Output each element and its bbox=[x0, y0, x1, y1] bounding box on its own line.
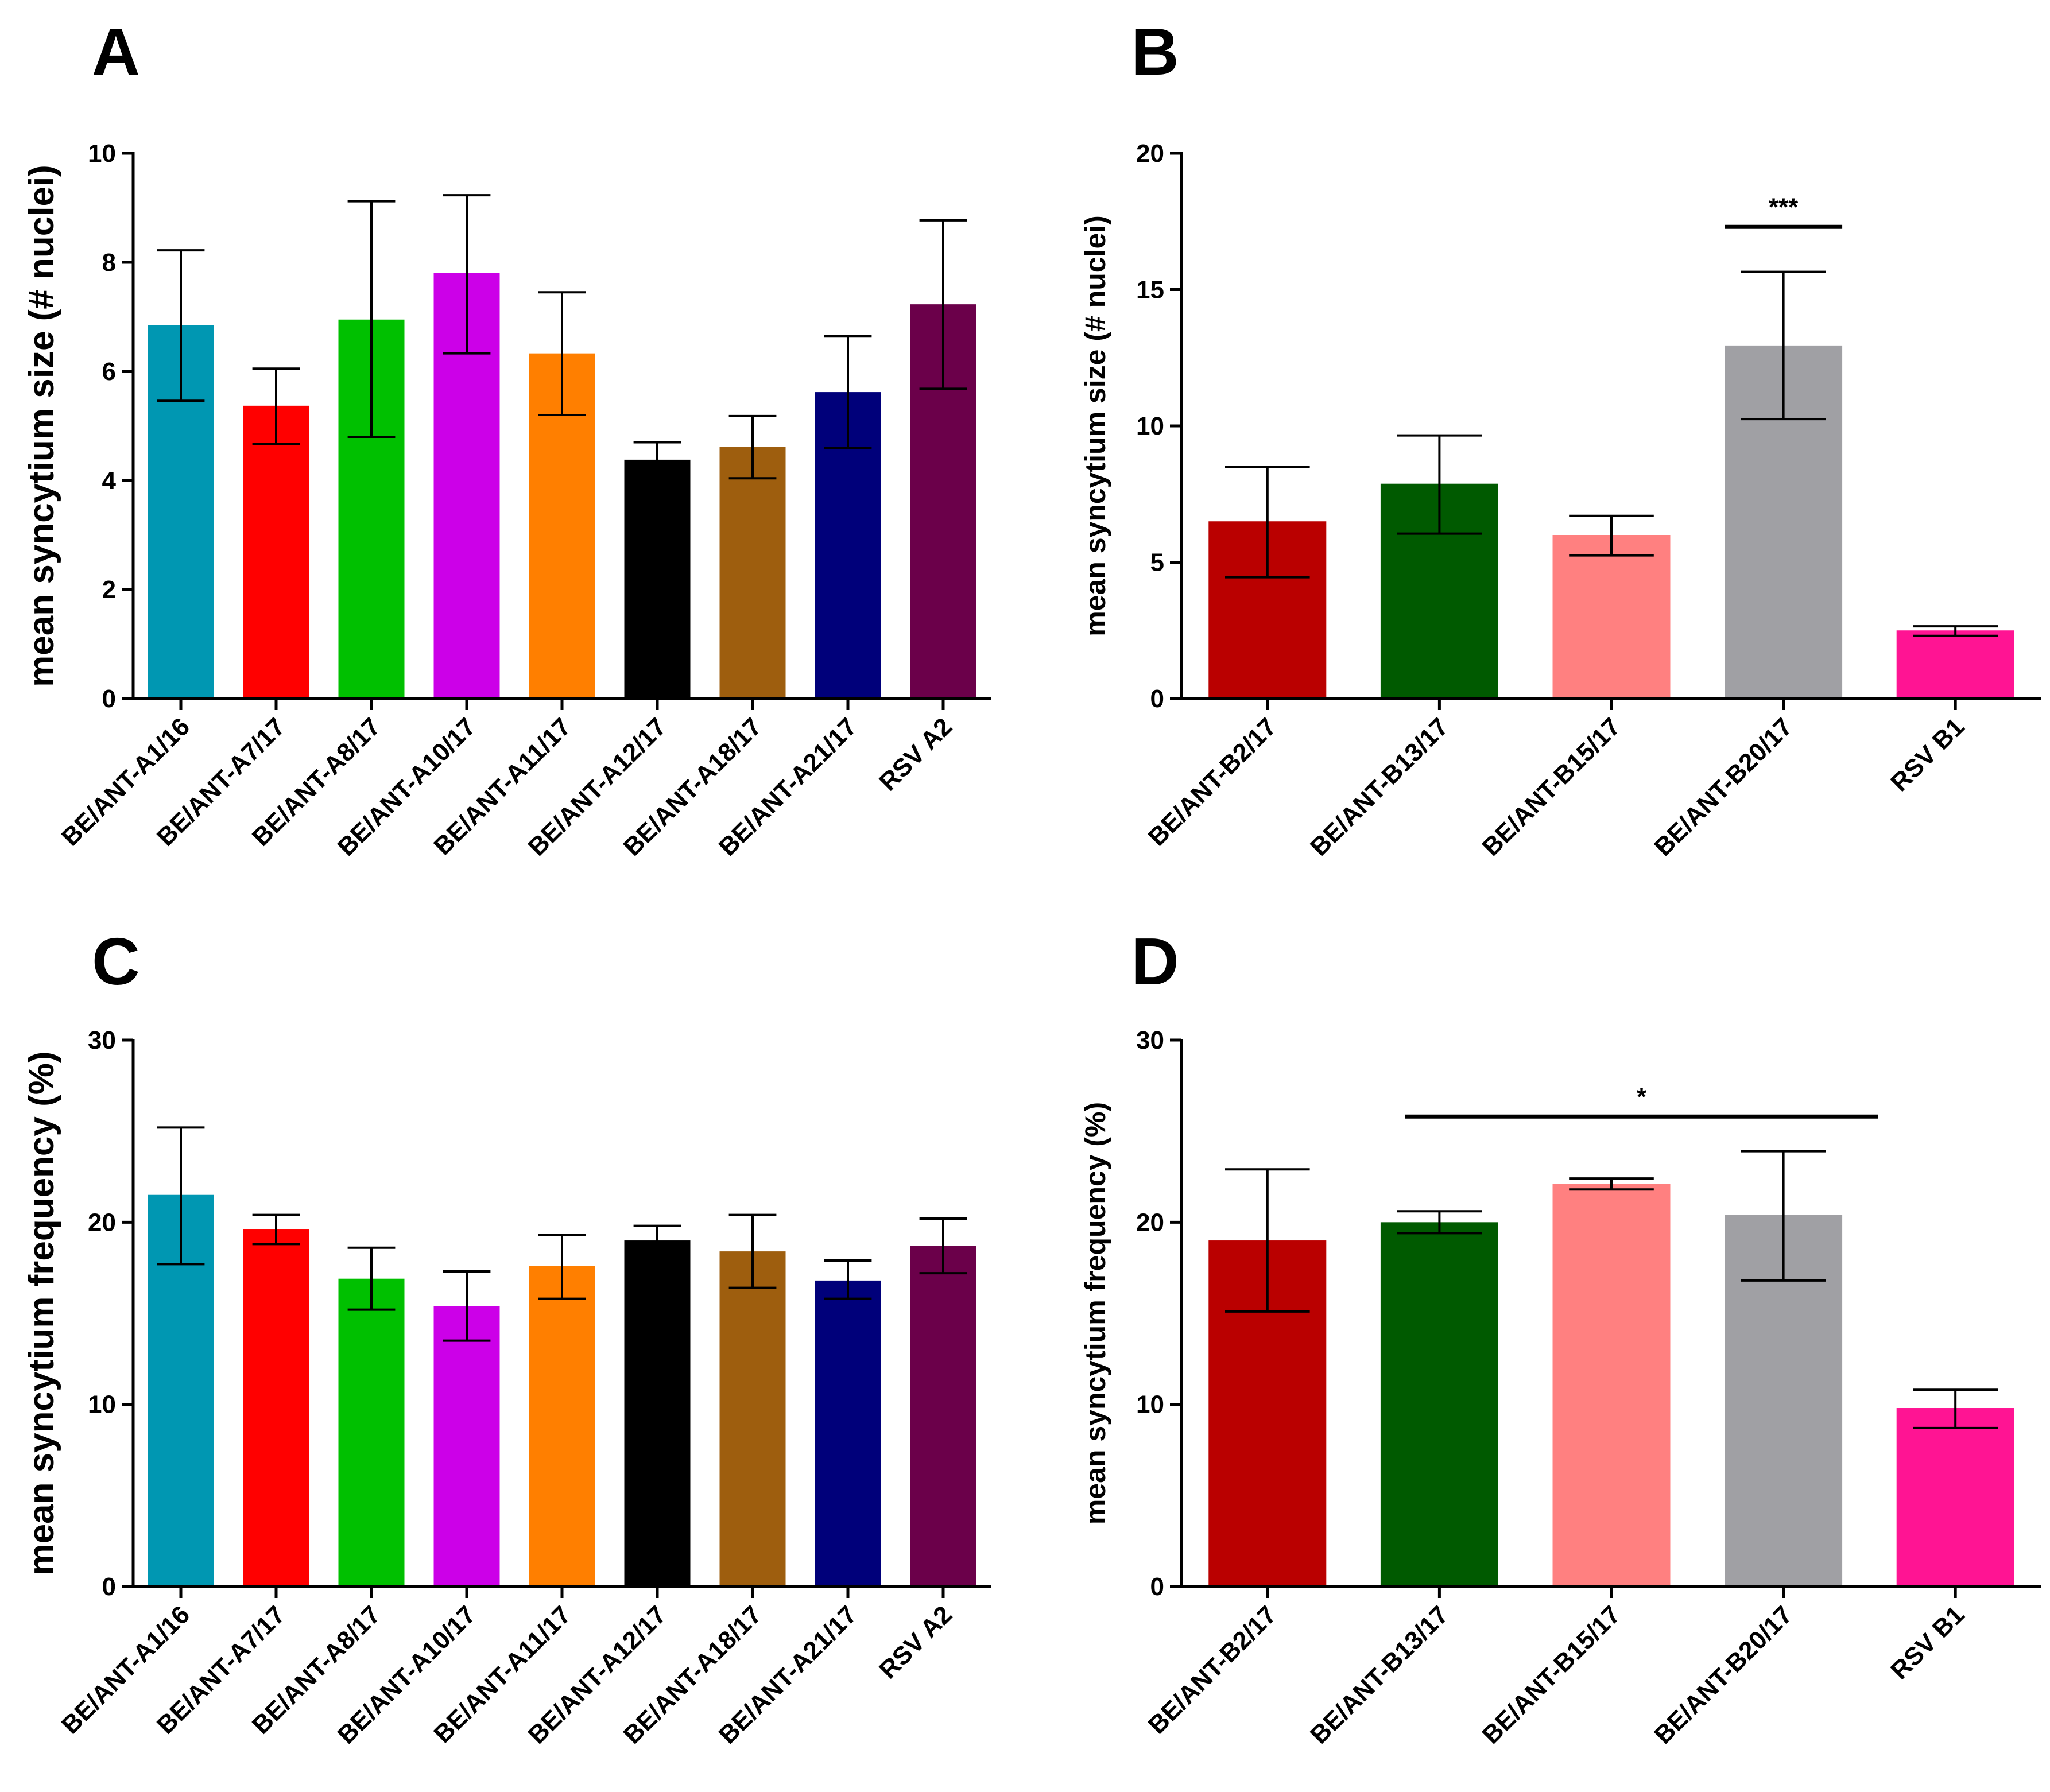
bar-be-ant-a7-17 bbox=[243, 1229, 309, 1587]
error-bar bbox=[157, 1126, 205, 1266]
error-bar bbox=[538, 1234, 586, 1300]
x-tick-label: RSV A2 bbox=[874, 712, 958, 796]
bar-rsv-b1 bbox=[1896, 630, 2014, 699]
error-bar bbox=[443, 1270, 491, 1342]
significance-label: * bbox=[1637, 1083, 1647, 1111]
x-tick-label: RSV A2 bbox=[874, 1600, 958, 1684]
error-bar bbox=[252, 1213, 300, 1246]
error-bar bbox=[919, 1217, 967, 1275]
error-bar bbox=[728, 1213, 777, 1289]
error-bar bbox=[1397, 434, 1482, 535]
x-tick-label: BE/ANT-B13/17 bbox=[1305, 712, 1454, 861]
error-bar bbox=[633, 441, 681, 479]
error-bar bbox=[252, 367, 300, 445]
y-tick-label: 30 bbox=[1136, 1026, 1164, 1054]
y-tick-label: 10 bbox=[88, 139, 116, 168]
error-bar bbox=[919, 219, 967, 390]
x-tick-label: BE/ANT-B15/17 bbox=[1477, 1600, 1626, 1749]
bar-be-ant-b15-17 bbox=[1552, 535, 1671, 699]
error-bar bbox=[633, 1224, 681, 1255]
error-bar bbox=[1741, 270, 1826, 421]
error-bar bbox=[443, 194, 491, 355]
panel-letter: A bbox=[92, 14, 140, 89]
significance-label: *** bbox=[1769, 193, 1799, 221]
panel-letter: B bbox=[1131, 14, 1179, 89]
x-tick-label: BE/ANT-B20/17 bbox=[1649, 1600, 1797, 1749]
x-tick-label: RSV B1 bbox=[1885, 712, 1970, 797]
bar-be-ant-b15-17 bbox=[1552, 1184, 1671, 1587]
bar-be-ant-a7-17 bbox=[243, 405, 309, 699]
panel-a: A0246810BE/ANT-A1/16BE/ANT-A7/17BE/ANT-A… bbox=[22, 14, 991, 862]
error-bar bbox=[728, 414, 777, 480]
y-tick-label: 20 bbox=[1136, 1208, 1164, 1236]
x-tick-label: RSV B1 bbox=[1885, 1600, 1970, 1685]
error-bar bbox=[1569, 514, 1654, 557]
y-tick-label: 0 bbox=[1150, 1573, 1164, 1601]
y-tick-label: 0 bbox=[1150, 685, 1164, 713]
error-bar bbox=[347, 200, 396, 438]
error-bar bbox=[1913, 625, 1998, 637]
bar-be-ant-a18-17 bbox=[719, 447, 786, 699]
bar-be-ant-a18-17 bbox=[719, 1251, 786, 1587]
y-tick-label: 8 bbox=[102, 249, 116, 277]
error-bar bbox=[347, 1246, 396, 1311]
error-bar bbox=[1225, 1168, 1310, 1313]
error-bar bbox=[824, 335, 872, 449]
bar-rsv-b1 bbox=[1896, 1408, 2014, 1587]
bar-be-ant-a21-17 bbox=[815, 1280, 881, 1587]
error-bar bbox=[1913, 1388, 1998, 1429]
error-bar bbox=[1225, 466, 1310, 579]
y-axis-title: mean syncytium size (# nuclei) bbox=[22, 165, 61, 687]
panel-letter: D bbox=[1131, 924, 1179, 999]
y-tick-label: 10 bbox=[1136, 1391, 1164, 1419]
y-tick-label: 2 bbox=[102, 576, 116, 604]
error-bar bbox=[1397, 1210, 1482, 1235]
y-tick-label: 20 bbox=[1136, 139, 1164, 168]
error-bar bbox=[824, 1259, 872, 1300]
y-tick-label: 20 bbox=[88, 1208, 116, 1236]
x-tick-label: BE/ANT-B2/17 bbox=[1143, 712, 1282, 851]
bar-rsv-a2 bbox=[910, 1246, 976, 1587]
y-tick-label: 15 bbox=[1136, 276, 1164, 304]
x-tick-label: BE/ANT-B15/17 bbox=[1477, 712, 1626, 861]
panel-c: C0102030BE/ANT-A1/16BE/ANT-A7/17BE/ANT-A… bbox=[22, 924, 991, 1750]
bar-be-ant-b13-17 bbox=[1380, 1222, 1498, 1587]
error-bar bbox=[157, 249, 205, 402]
bar-be-ant-a8-17 bbox=[338, 1278, 405, 1587]
y-tick-label: 30 bbox=[88, 1026, 116, 1054]
y-axis-title: mean syncytium frequency (%) bbox=[1079, 1102, 1111, 1525]
y-tick-label: 5 bbox=[1150, 549, 1164, 577]
y-tick-label: 10 bbox=[1136, 412, 1164, 440]
y-tick-label: 4 bbox=[102, 467, 117, 495]
bar-be-ant-a10-17 bbox=[433, 1306, 500, 1587]
y-tick-label: 0 bbox=[102, 1573, 116, 1601]
x-tick-label: BE/ANT-B2/17 bbox=[1143, 1600, 1282, 1739]
x-tick-label: BE/ANT-B20/17 bbox=[1649, 712, 1797, 861]
y-tick-label: 6 bbox=[102, 358, 116, 386]
bar-be-ant-a12-17 bbox=[624, 459, 691, 699]
bar-be-ant-a12-17 bbox=[624, 1240, 691, 1587]
x-tick-label: BE/ANT-B13/17 bbox=[1305, 1600, 1454, 1749]
y-tick-label: 10 bbox=[88, 1391, 116, 1419]
y-axis-title: mean syncytium frequency (%) bbox=[22, 1051, 61, 1575]
bar-be-ant-a11-17 bbox=[529, 1266, 595, 1587]
panel-letter: C bbox=[92, 924, 140, 999]
error-bar bbox=[538, 291, 586, 416]
y-axis-title: mean syncytium size (# nuclei) bbox=[1079, 215, 1111, 637]
error-bar bbox=[1741, 1150, 1826, 1282]
y-tick-label: 0 bbox=[102, 685, 116, 713]
error-bar bbox=[1569, 1177, 1654, 1191]
